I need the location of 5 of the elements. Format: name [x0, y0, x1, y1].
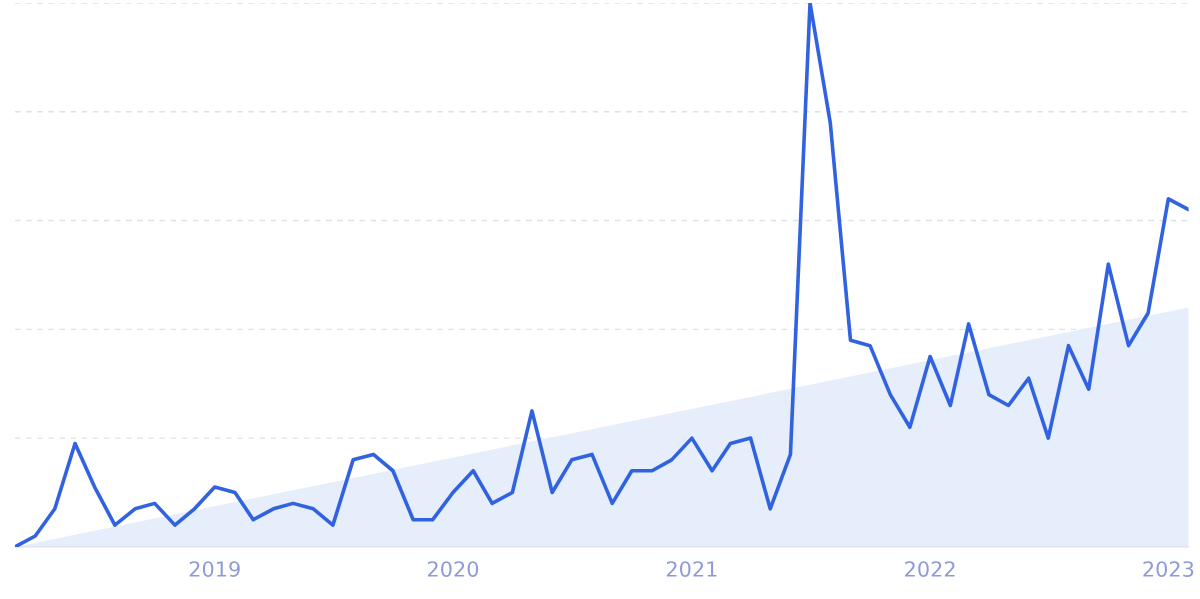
x-tick-label: 2020: [427, 561, 479, 577]
x-tick-label: 2023: [1143, 561, 1194, 577]
x-tick-label: 2022: [905, 561, 955, 577]
x-tick-label: 2019: [189, 561, 240, 577]
x-tick-label: 2021: [666, 561, 717, 577]
